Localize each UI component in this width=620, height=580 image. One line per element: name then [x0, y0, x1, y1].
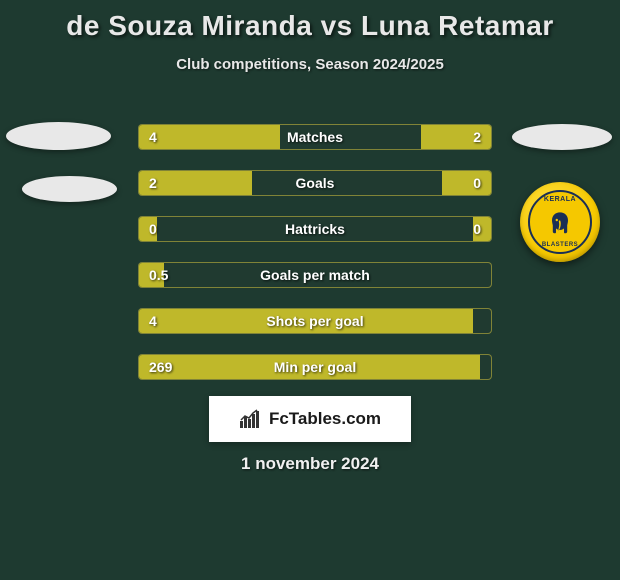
stat-label: Goals	[139, 171, 491, 195]
stat-row: 269Min per goal	[138, 354, 492, 380]
player2-oval-1	[512, 124, 612, 150]
watermark-icon	[239, 409, 263, 429]
subtitle: Club competitions, Season 2024/2025	[0, 56, 620, 73]
badge-text-top: KERALA	[544, 196, 576, 203]
elephant-icon	[544, 206, 576, 238]
stat-row: 20Goals	[138, 170, 492, 196]
stat-row: 00Hattricks	[138, 216, 492, 242]
stat-label: Goals per match	[139, 263, 491, 287]
stat-label: Matches	[139, 125, 491, 149]
player1-oval-2	[22, 176, 117, 202]
stat-label: Shots per goal	[139, 309, 491, 333]
stat-row: 0.5Goals per match	[138, 262, 492, 288]
stat-label: Hattricks	[139, 217, 491, 241]
date: 1 november 2024	[0, 454, 620, 474]
player1-oval-1	[6, 122, 111, 150]
watermark-text: FcTables.com	[269, 409, 381, 429]
stats-rows: 42Matches 20Goals 00Hattricks 0.5Goals per …	[138, 124, 492, 400]
page-title: de Souza Miranda vs Luna Retamar	[0, 0, 620, 42]
badge-text-bottom: BLASTERS	[542, 242, 578, 248]
stat-label: Min per goal	[139, 355, 491, 379]
club-badge: KERALA BLASTERS	[520, 182, 600, 262]
watermark: FcTables.com	[209, 396, 411, 442]
stat-row: 42Matches	[138, 124, 492, 150]
stat-row: 4Shots per goal	[138, 308, 492, 334]
